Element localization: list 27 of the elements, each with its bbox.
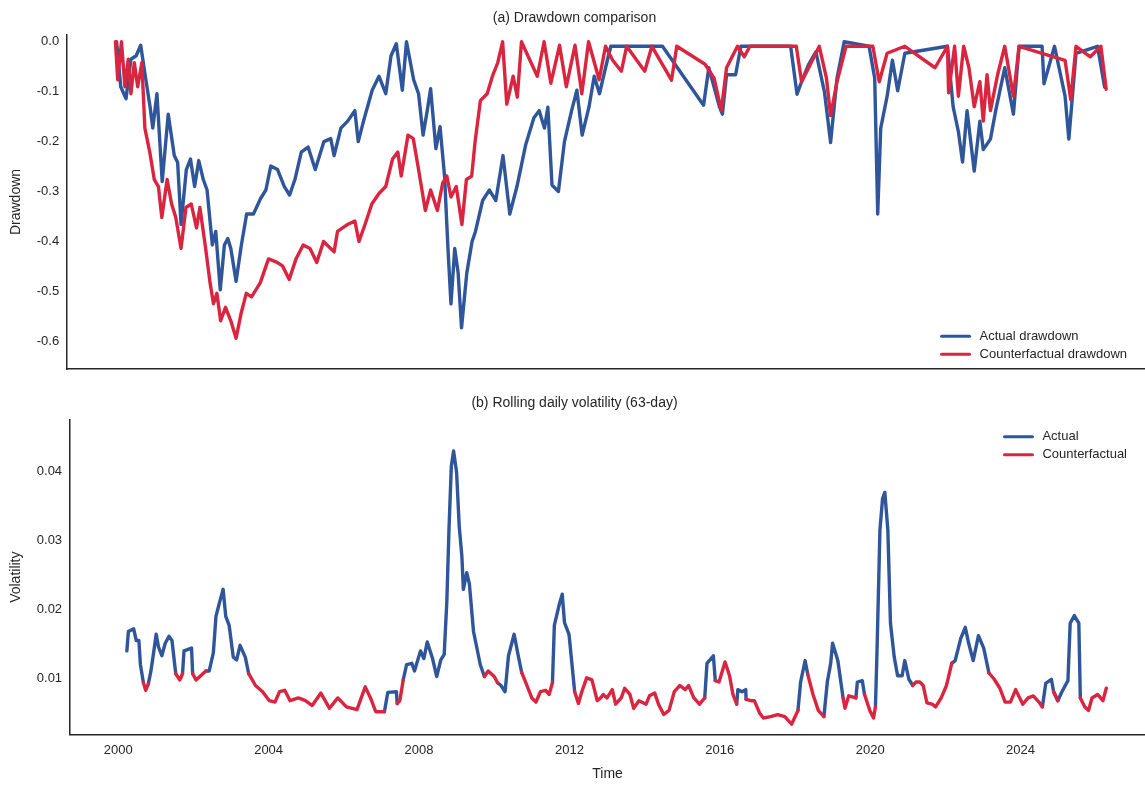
x-tick-label: 2024 [1006, 741, 1036, 757]
y-tick-label: 0.04 [36, 462, 63, 478]
y-tick-label: -0.4 [36, 233, 60, 249]
x-tick-label: 2008 [404, 741, 434, 757]
y-tick-label: -0.1 [36, 83, 60, 99]
y-tick-label: -0.6 [36, 332, 60, 348]
legend-label: Counterfactual [1042, 446, 1128, 462]
legend-label: Actual drawdown [979, 327, 1079, 343]
chart-title: (a) Drawdown comparison [492, 9, 657, 26]
y-tick-label: -0.5 [36, 282, 60, 298]
y-axis-title: Drawdown [7, 168, 24, 236]
y-tick-label: -0.3 [36, 183, 60, 199]
chart-title: (b) Rolling daily volatility (63-day) [471, 394, 678, 411]
x-axis-title: Time [592, 765, 624, 782]
y-tick-label: 0.0 [41, 33, 60, 49]
x-tick-label: 2020 [855, 741, 885, 757]
x-tick-label: 2004 [254, 741, 284, 757]
y-axis-title: Volatility [7, 551, 24, 603]
legend-label: Counterfactual drawdown [979, 345, 1127, 361]
y-tick-label: 0.03 [36, 531, 63, 547]
y-tick-label: -0.2 [36, 133, 60, 149]
y-tick-label: 0.01 [36, 670, 63, 686]
legend-label: Actual [1042, 428, 1079, 444]
y-tick-label: 0.02 [36, 600, 63, 616]
x-tick-label: 2012 [554, 741, 584, 757]
x-tick-label: 2016 [705, 741, 735, 757]
x-tick-label: 2000 [103, 741, 133, 757]
